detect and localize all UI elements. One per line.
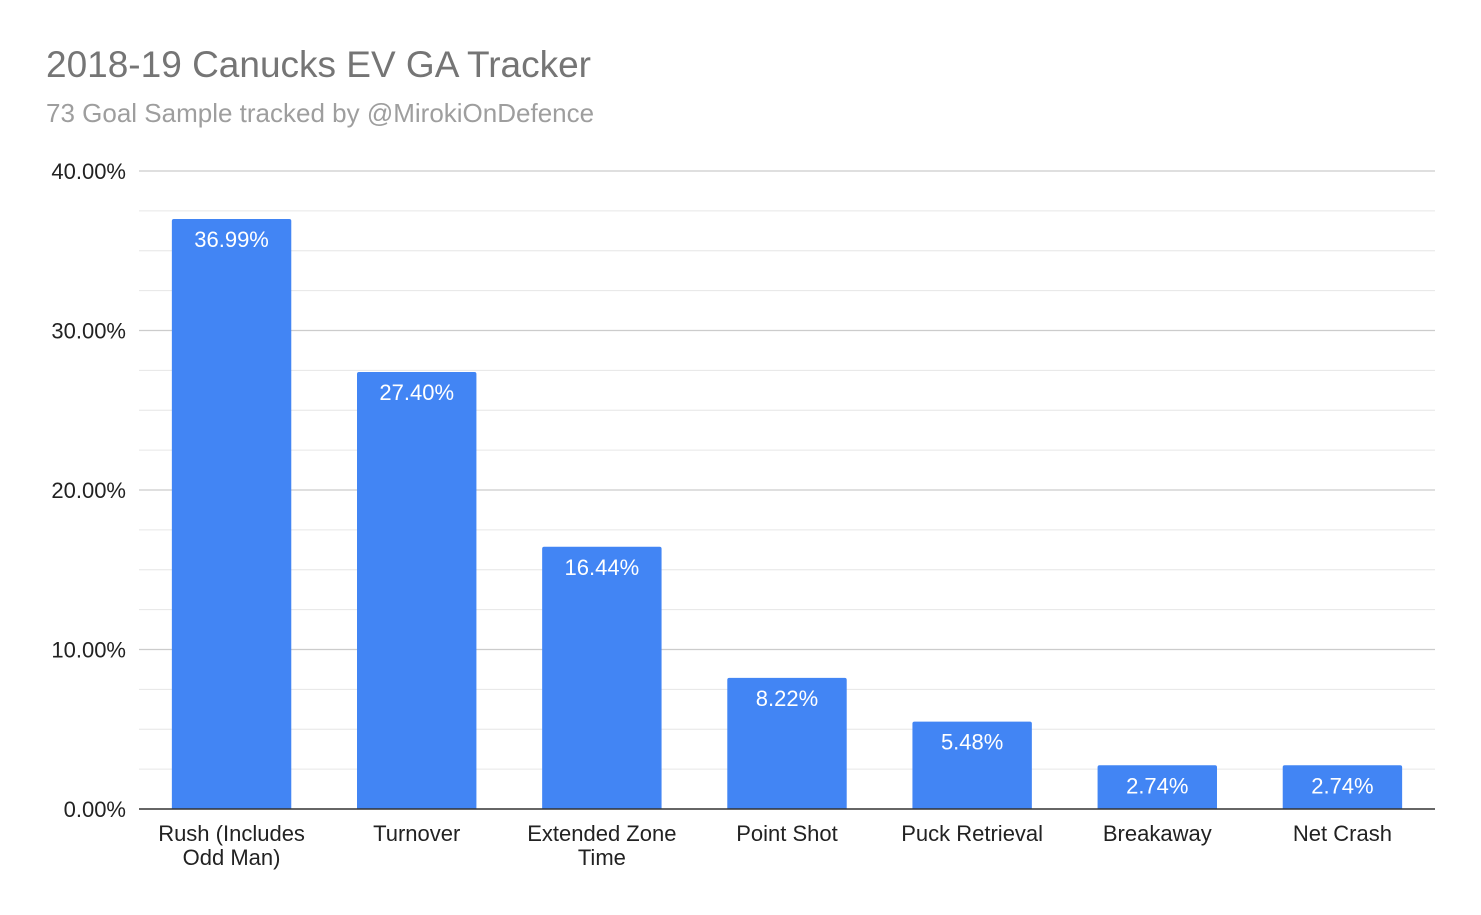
bar-data-label: 2.74%: [1311, 773, 1373, 798]
y-tick-label: 40.00%: [51, 159, 126, 184]
y-tick-label: 20.00%: [51, 478, 126, 503]
bar: [1097, 765, 1217, 809]
y-tick-label: 10.00%: [51, 638, 126, 663]
bar: [1282, 765, 1403, 809]
chart-subtitle: 73 Goal Sample tracked by @MirokiOnDefen…: [46, 98, 594, 128]
x-tick-label: Turnover: [373, 821, 460, 846]
bars: 36.99% 27.40% 16.44% 8.22% 5.48% 2.74% 2.74%: [171, 219, 1403, 809]
bar: [727, 677, 847, 809]
x-tick-label: Odd Man): [183, 845, 281, 870]
bar-data-label: 2.74%: [1126, 773, 1188, 798]
x-tick-label: Point Shot: [736, 821, 838, 846]
bar-data-label: 16.44%: [565, 555, 640, 580]
bar: [357, 371, 477, 809]
x-tick-label: Net Crash: [1293, 821, 1392, 846]
bar: [912, 721, 1032, 809]
bar-data-label: 8.22%: [756, 686, 818, 711]
x-tick-label: Extended Zone: [527, 821, 676, 846]
bar: [171, 219, 292, 809]
x-tick-label: Puck Retrieval: [901, 821, 1043, 846]
bar-data-label: 36.99%: [194, 227, 269, 252]
bar-data-label: 27.40%: [379, 380, 454, 405]
y-tick-label: 30.00%: [51, 319, 126, 344]
x-tick-label: Rush (Includes: [158, 821, 305, 846]
chart-title: 2018-19 Canucks EV GA Tracker: [46, 44, 591, 85]
gridlines: [139, 170, 1435, 770]
x-tick-label: Time: [578, 845, 626, 870]
y-tick-label: 0.00%: [64, 797, 126, 822]
bar-data-label: 5.48%: [941, 730, 1003, 755]
y-axis-tick-labels: 0.00% 10.00% 20.00% 30.00% 40.00%: [51, 159, 126, 822]
x-tick-label: Breakaway: [1103, 821, 1212, 846]
bar: [542, 546, 662, 809]
